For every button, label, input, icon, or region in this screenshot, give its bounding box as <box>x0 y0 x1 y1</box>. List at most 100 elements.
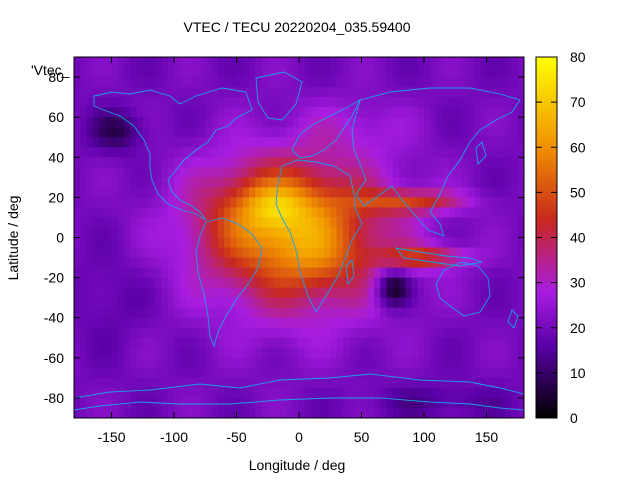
heatmap-cell <box>411 397 419 409</box>
heatmap-cell <box>424 307 431 319</box>
heatmap-cell <box>249 237 256 248</box>
heatmap-cell <box>455 277 462 289</box>
heatmap-cell <box>399 297 406 309</box>
heatmap-cell <box>392 97 400 108</box>
heatmap-cell <box>442 367 450 379</box>
heatmap-cell <box>286 87 294 98</box>
heatmap-cell <box>124 127 131 138</box>
heatmap-cell <box>86 227 94 238</box>
heatmap-cell <box>99 77 106 88</box>
heatmap-cell <box>111 207 119 218</box>
heatmap-cell <box>124 247 131 258</box>
heatmap-cell <box>511 187 519 198</box>
heatmap-cell <box>430 317 437 329</box>
heatmap-cell <box>455 227 462 238</box>
heatmap-cell <box>86 297 94 309</box>
heatmap-cell <box>405 347 412 359</box>
heatmap-cell <box>367 397 375 409</box>
heatmap-cell <box>267 367 275 379</box>
heatmap-cell <box>405 267 412 279</box>
heatmap-cell <box>467 337 475 349</box>
heatmap-cell <box>467 227 475 238</box>
heatmap-cell <box>161 67 169 78</box>
heatmap-cell <box>324 247 331 258</box>
heatmap-cell <box>436 57 444 68</box>
heatmap-cell <box>286 137 294 148</box>
heatmap-cell <box>349 197 356 208</box>
heatmap-cell <box>467 367 475 379</box>
heatmap-cell <box>230 227 237 238</box>
heatmap-cell <box>392 347 400 359</box>
heatmap-cell <box>392 227 400 238</box>
heatmap-cell <box>430 297 437 309</box>
heatmap-cell <box>174 127 181 138</box>
heatmap-cell <box>480 147 487 158</box>
heatmap-cell <box>236 357 244 369</box>
heatmap-cell <box>455 237 462 248</box>
heatmap-cell <box>505 237 512 248</box>
heatmap-cell <box>186 277 194 289</box>
heatmap-cell <box>192 357 200 369</box>
heatmap-cell <box>286 77 294 88</box>
heatmap-cell <box>124 257 131 268</box>
heatmap-cell <box>86 247 94 258</box>
heatmap-cell <box>161 147 169 158</box>
heatmap-cell <box>111 147 119 158</box>
heatmap-cell <box>286 317 294 329</box>
heatmap-cell <box>367 117 375 128</box>
colorbar-tick-label: 40 <box>570 230 586 246</box>
heatmap-cell <box>317 237 325 248</box>
heatmap-cell <box>261 127 269 138</box>
heatmap-cell <box>405 247 412 258</box>
heatmap-cell <box>330 97 337 108</box>
heatmap-cell <box>74 227 81 238</box>
heatmap-cell <box>449 317 456 329</box>
heatmap-cell <box>455 357 462 369</box>
heatmap-cell <box>286 287 294 299</box>
heatmap-cell <box>192 277 200 289</box>
heatmap-cell <box>474 167 481 178</box>
heatmap-cell <box>361 307 369 319</box>
heatmap-cell <box>230 127 237 138</box>
heatmap-cell <box>286 97 294 108</box>
heatmap-cell <box>205 297 212 309</box>
heatmap-cell <box>449 357 456 369</box>
heatmap-cell <box>405 107 412 118</box>
heatmap-cell <box>242 407 250 419</box>
heatmap-cell <box>86 137 94 148</box>
heatmap-cell <box>505 367 512 379</box>
heatmap-cell <box>492 67 500 78</box>
heatmap-cell <box>86 307 94 319</box>
heatmap-cell <box>411 167 419 178</box>
heatmap-cell <box>192 97 200 108</box>
heatmap-cell <box>317 207 325 218</box>
heatmap-cell <box>124 77 131 88</box>
heatmap-cell <box>142 127 150 138</box>
heatmap-cell <box>361 57 369 68</box>
heatmap-cell <box>186 317 194 329</box>
heatmap-cell <box>86 197 94 208</box>
heatmap-cell <box>330 257 337 268</box>
heatmap-cell <box>261 277 269 289</box>
heatmap-cell <box>442 337 450 349</box>
heatmap-cell <box>249 77 256 88</box>
heatmap-cell <box>342 357 350 369</box>
heatmap-cell <box>436 77 444 88</box>
heatmap-cell <box>205 307 212 319</box>
heatmap-cell <box>417 397 425 409</box>
heatmap-cell <box>511 267 519 279</box>
heatmap-cell <box>80 407 87 419</box>
heatmap-cell <box>380 347 387 359</box>
heatmap-cell <box>417 307 425 319</box>
heatmap-cell <box>342 157 350 168</box>
heatmap-cell <box>492 387 500 399</box>
heatmap-cell <box>486 337 494 349</box>
heatmap-cell <box>411 307 419 319</box>
heatmap-cell <box>261 167 269 178</box>
heatmap-cell <box>349 357 356 369</box>
heatmap-cell <box>374 177 381 188</box>
heatmap-cell <box>136 327 144 339</box>
heatmap-cell <box>86 77 94 88</box>
heatmap-cell <box>424 347 431 359</box>
